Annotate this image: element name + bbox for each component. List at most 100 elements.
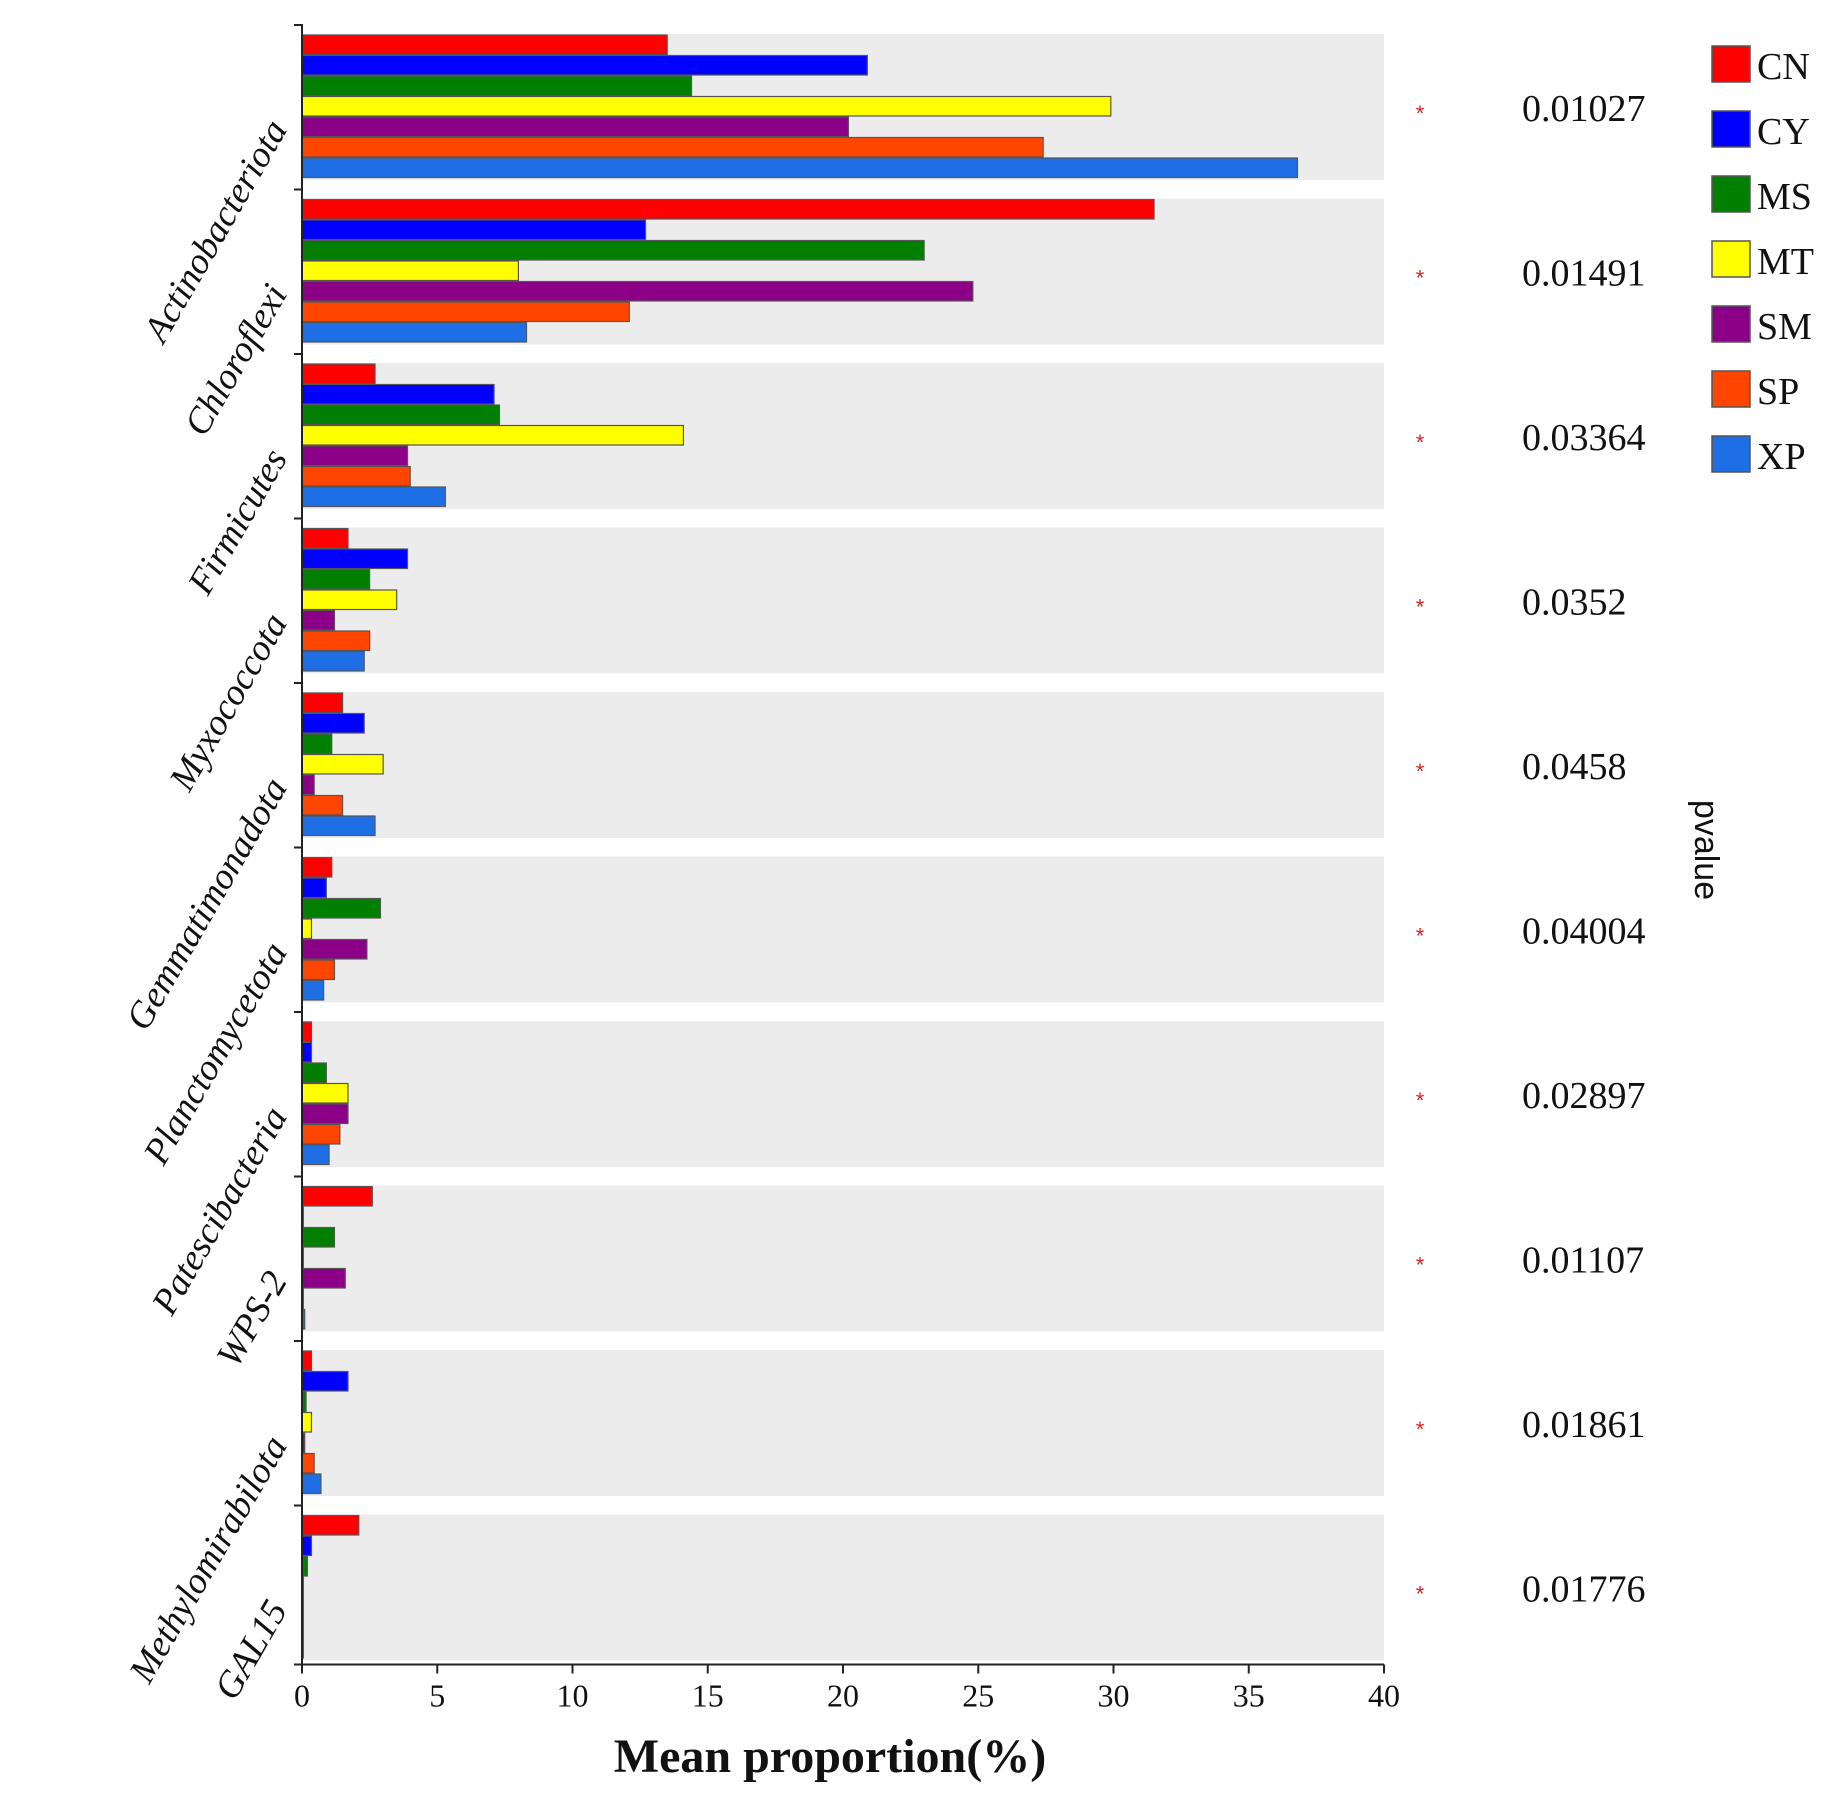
x-tick-label-25: 25 (962, 1678, 994, 1714)
bar-myxococcota-sp (301, 630, 371, 652)
bar-gemmatimonadota-cy (301, 712, 365, 734)
band-patescibacteria (302, 1021, 1384, 1167)
category-bands (302, 34, 1384, 1661)
bar-myxococcota-cn (301, 527, 349, 549)
significance-marker: * (1416, 1417, 1425, 1442)
bar-planctomycetota-cn (301, 856, 333, 878)
bar-chloroflexi-mt (301, 260, 519, 282)
pvalue-actinobacteriota: 0.01027 (1522, 88, 1646, 130)
pvalue-methylomirabilota: 0.01861 (1522, 1404, 1646, 1446)
bar-methylomirabilota-sp (301, 1452, 315, 1474)
x-tick-label-30: 30 (1098, 1678, 1130, 1714)
pvalue-axis-label: pvalue (1687, 800, 1725, 900)
bar-wps-2-cn (301, 1185, 373, 1207)
category-label-gal15: GAL15 (207, 1594, 296, 1707)
bar-wps-2-sm (301, 1267, 346, 1289)
legend-swatch-mt (1711, 240, 1751, 278)
bar-myxococcota-ms (301, 568, 371, 590)
bar-chloroflexi-cn (301, 198, 1155, 220)
band-myxococcota (302, 527, 1384, 674)
bar-myxococcota-mt (301, 589, 398, 611)
bar-patescibacteria-cn (301, 1021, 313, 1043)
bar-firmicutes-sp (301, 465, 411, 487)
significance-marker: * (1416, 101, 1425, 126)
bar-actinobacteriota-sm (301, 116, 850, 138)
bar-planctomycetota-mt (301, 918, 313, 940)
legend-label-mt: MT (1757, 241, 1814, 283)
pvalue-chloroflexi: 0.01491 (1522, 253, 1646, 295)
category-label-firmicutes: Firmicutes (180, 442, 296, 602)
pvalue-wps-2: 0.01107 (1522, 1240, 1644, 1282)
bar-actinobacteriota-cn (301, 34, 668, 56)
pvalue-column: * 0.01027 * 0.01491 * 0.03364 * 0.0352 * 0.0458 * 0… (1416, 88, 1646, 1611)
x-tick-label-5: 5 (429, 1678, 445, 1714)
bar-gemmatimonadota-ms (301, 733, 333, 755)
legend-swatch-xp (1711, 435, 1751, 473)
bar-gal15-cn (301, 1514, 360, 1536)
bar-patescibacteria-xp (301, 1144, 330, 1166)
legend-label-cy: CY (1757, 111, 1810, 153)
significance-marker: * (1416, 924, 1425, 949)
bar-actinobacteriota-xp (301, 157, 1299, 179)
significance-marker: * (1416, 1582, 1425, 1607)
category-label-myxococcota: Myxococcota (161, 607, 296, 799)
bar-patescibacteria-ms (301, 1062, 327, 1084)
legend-label-cn: CN (1757, 46, 1810, 88)
category-label-wps-2: WPS-2 (209, 1265, 296, 1374)
bar-chloroflexi-ms (301, 239, 925, 261)
legend-swatch-sp (1711, 370, 1751, 408)
bar-patescibacteria-sm (301, 1103, 349, 1125)
band-gemmatimonadota (302, 692, 1384, 838)
bar-firmicutes-xp (301, 486, 446, 508)
bar-patescibacteria-sp (301, 1123, 341, 1145)
legend-swatch-cn (1711, 45, 1751, 83)
legend-label-xp: XP (1757, 436, 1806, 478)
significance-marker: * (1416, 759, 1425, 784)
bar-patescibacteria-cy (301, 1041, 313, 1063)
bar-wps-2-ms (301, 1226, 336, 1248)
pvalue-patescibacteria: 0.02897 (1522, 1075, 1646, 1117)
bars (301, 34, 1299, 1659)
bar-myxococcota-xp (301, 650, 365, 672)
bar-methylomirabilota-cy (301, 1370, 349, 1392)
x-axis-label: Mean proportion(%) (614, 1730, 1046, 1783)
band-gal15 (302, 1514, 1384, 1661)
bar-planctomycetota-xp (301, 979, 325, 1001)
bar-planctomycetota-ms (301, 897, 382, 919)
bar-planctomycetota-cy (301, 877, 327, 899)
bar-patescibacteria-mt (301, 1082, 349, 1104)
significance-marker: * (1416, 266, 1425, 291)
band-wps-2 (302, 1185, 1384, 1332)
pvalue-gal15: 0.01776 (1522, 1569, 1646, 1611)
bar-actinobacteriota-cy (301, 54, 868, 76)
bar-gal15-cy (301, 1535, 313, 1557)
bar-planctomycetota-sm (301, 938, 368, 960)
bar-chloroflexi-sm (301, 280, 974, 302)
x-tick-label-40: 40 (1368, 1678, 1400, 1714)
legend-swatch-ms (1711, 175, 1751, 213)
pvalue-myxococcota: 0.0352 (1522, 582, 1627, 624)
x-tick-label-10: 10 (557, 1678, 589, 1714)
significance-marker: * (1416, 430, 1425, 455)
x-tick-label-35: 35 (1233, 1678, 1265, 1714)
bar-myxococcota-cy (301, 548, 409, 570)
significance-marker: * (1416, 1088, 1425, 1113)
bar-gemmatimonadota-xp (301, 815, 376, 837)
bar-gemmatimonadota-sp (301, 794, 344, 816)
bar-firmicutes-ms (301, 404, 501, 426)
bar-chloroflexi-cy (301, 219, 647, 241)
pvalue-planctomycetota: 0.04004 (1522, 911, 1646, 953)
bar-gemmatimonadota-mt (301, 753, 384, 775)
x-tick-label-20: 20 (827, 1678, 859, 1714)
bar-chloroflexi-sp (301, 301, 630, 323)
significance-marker: * (1416, 1253, 1425, 1278)
significance-marker: * (1416, 595, 1425, 620)
bar-actinobacteriota-ms (301, 75, 693, 97)
bar-firmicutes-mt (301, 424, 685, 446)
legend-label-sp: SP (1757, 371, 1799, 413)
bar-firmicutes-cy (301, 383, 495, 405)
category-labels: ActinobacteriotaChloroflexiFirmicutesMyx… (118, 113, 295, 1707)
band-methylomirabilota (302, 1350, 1384, 1496)
bar-myxococcota-sm (301, 609, 336, 631)
bar-gemmatimonadota-cn (301, 692, 344, 714)
